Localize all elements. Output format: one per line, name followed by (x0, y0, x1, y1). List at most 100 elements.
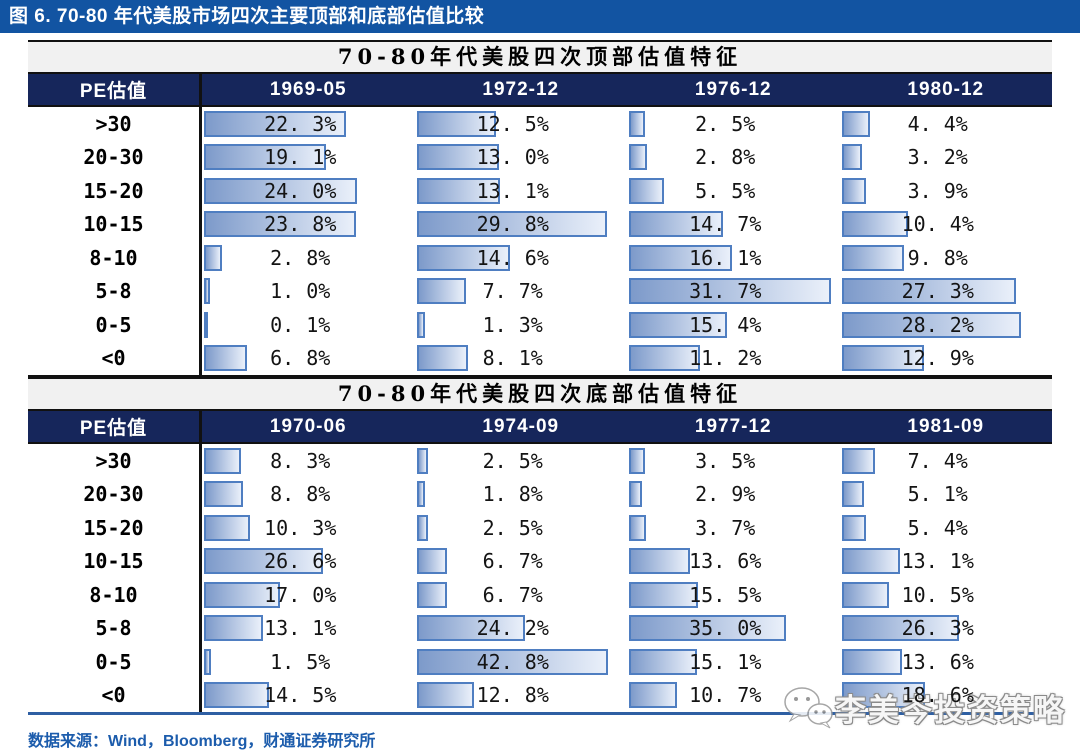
bar-cell: 29. 8% (415, 208, 628, 242)
pe-bucket-label: 10-15 (28, 207, 202, 241)
bar-cell: 31. 7% (627, 275, 840, 309)
value-label: 13. 6% (689, 549, 762, 574)
value-label: 10. 7% (689, 683, 762, 708)
bar-cell: 6. 7% (415, 578, 628, 612)
value-label: 31. 7% (689, 279, 762, 304)
pe-column-header: PE估值 (28, 411, 202, 442)
bar-cell: 24. 0% (202, 174, 415, 208)
bar-cell: 0. 1% (202, 308, 415, 342)
bar-cell: 5. 1% (840, 478, 1053, 512)
value-label: 42. 8% (476, 649, 549, 674)
value-bar (629, 648, 697, 675)
table-rows: >30 8. 3% 2. 5% 3. 5% 7. 4% 20-30 8. 8% 1. 8% 2.… (28, 444, 1052, 712)
bar-cell: 3. 5% (627, 444, 840, 478)
value-label: 2. 5% (695, 111, 756, 136)
data-source: 数据来源：Wind，Bloomberg，财通证券研究所 (28, 733, 376, 750)
figure-title-bar: 图 6. 70-80 年代美股市场四次主要顶部和底部估值比较 (0, 0, 1080, 33)
figure-title: 图 6. 70-80 年代美股市场四次主要顶部和底部估值比较 (9, 6, 485, 27)
table-row: 8-10 17. 0% 6. 7% 15. 5% 10. 5% (28, 578, 1052, 612)
bar-cell: 5. 5% (627, 174, 840, 208)
value-bar (204, 447, 242, 474)
bar-cell: 6. 7% (415, 545, 628, 579)
value-label: 10. 4% (901, 212, 974, 237)
value-bar (204, 211, 356, 238)
value-bar (416, 615, 525, 642)
value-label: 12. 9% (901, 346, 974, 371)
bar-cell: 28. 2% (840, 308, 1053, 342)
value-bar (841, 211, 908, 238)
value-bar (204, 244, 222, 271)
value-bar (629, 514, 646, 541)
value-bar (416, 581, 447, 608)
pe-bucket-label: 15-20 (28, 511, 202, 545)
table-row: 0-5 1. 5% 42. 8% 15. 1% 13. 6% (28, 645, 1052, 679)
pe-bucket-label: <0 (28, 678, 202, 712)
table-row: 8-10 2. 8% 14. 6% 16. 1% 9. 8% (28, 241, 1052, 275)
value-bar (841, 581, 889, 608)
value-label: 7. 7% (482, 279, 543, 304)
value-label: 14. 6% (476, 245, 549, 270)
value-bar (629, 144, 647, 171)
table-title: 70-80年代美股四次顶部估值特征 (28, 40, 1052, 74)
bar-cell: 1. 5% (202, 645, 415, 679)
bar-cell: 16. 1% (627, 241, 840, 275)
value-label: 1. 0% (270, 279, 331, 304)
table-row: 5-8 1. 0% 7. 7% 31. 7% 27. 3% (28, 274, 1052, 309)
value-bar (416, 110, 497, 137)
bar-cell: 2. 8% (627, 141, 840, 175)
pe-bucket-label: <0 (28, 341, 202, 375)
value-label: 27. 3% (901, 279, 974, 304)
value-label: 4. 4% (907, 111, 968, 136)
value-label: 5. 1% (907, 482, 968, 507)
value-bar (841, 244, 904, 271)
bar-cell: 7. 7% (415, 275, 628, 309)
value-label: 3. 2% (907, 145, 968, 170)
value-label: 2. 5% (482, 448, 543, 473)
date-column-header: 1970-06 (269, 415, 347, 437)
value-label: 3. 9% (907, 178, 968, 203)
bar-cell: 9. 8% (840, 241, 1053, 275)
bar-cell: 4. 4% (840, 107, 1053, 141)
value-bar (841, 345, 924, 372)
value-bar (841, 278, 1016, 305)
bar-cell: 42. 8% (415, 645, 628, 679)
value-bar (629, 481, 642, 508)
value-bar (841, 615, 960, 642)
bar-cell: 15. 5% (627, 578, 840, 612)
bar-cell: 1. 8% (415, 478, 628, 512)
value-label: 0. 1% (270, 312, 331, 337)
date-column-header: 1980-12 (907, 78, 985, 100)
value-label: 10. 5% (901, 582, 974, 607)
value-bar (629, 311, 728, 338)
table-row: >30 22. 3% 12. 5% 2. 5% 4. 4% (28, 107, 1052, 141)
pe-bucket-label: 15-20 (28, 174, 202, 208)
value-bar (204, 110, 347, 137)
value-label: 2. 8% (270, 245, 331, 270)
bar-cell: 3. 2% (840, 141, 1053, 175)
value-label: 13. 1% (476, 178, 549, 203)
value-label: 12. 8% (476, 683, 549, 708)
bar-cell: 3. 9% (840, 174, 1053, 208)
bar-cell: 22. 3% (202, 107, 415, 141)
table-row: >30 8. 3% 2. 5% 3. 5% 7. 4% (28, 444, 1052, 478)
tops-valuation-table: 70-80年代美股四次顶部估值特征 PE估值 1969-05 1972-12 1… (28, 40, 1052, 377)
figure-body: 70-80年代美股四次顶部估值特征 PE估值 1969-05 1972-12 1… (28, 40, 1052, 751)
value-label: 11. 2% (689, 346, 762, 371)
value-bar (629, 548, 690, 575)
bar-cell: 7. 4% (840, 444, 1053, 478)
bottoms-valuation-table: 70-80年代美股四次底部估值特征 PE估值 1970-06 1974-09 1… (28, 377, 1052, 715)
value-label: 35. 0% (689, 616, 762, 641)
value-bar (416, 244, 510, 271)
pe-bucket-label: >30 (28, 107, 202, 141)
bar-cell: 15. 1% (627, 645, 840, 679)
table-row: 20-30 19. 1% 13. 0% 2. 8% 3. 2% (28, 140, 1053, 175)
value-label: 13. 1% (264, 616, 337, 641)
bar-cell: 5. 4% (840, 511, 1053, 545)
table-header-row: PE估值 1970-06 1974-09 1977-12 1981-09 (28, 411, 1052, 444)
value-label: 14. 7% (689, 212, 762, 237)
table-row: <0 14. 5% 12. 8% 10. 7% 18. 6% (28, 678, 1052, 712)
value-bar (416, 177, 501, 204)
date-column-header: 1976-12 (694, 78, 772, 100)
value-label: 3. 5% (695, 448, 756, 473)
value-bar (416, 144, 500, 171)
